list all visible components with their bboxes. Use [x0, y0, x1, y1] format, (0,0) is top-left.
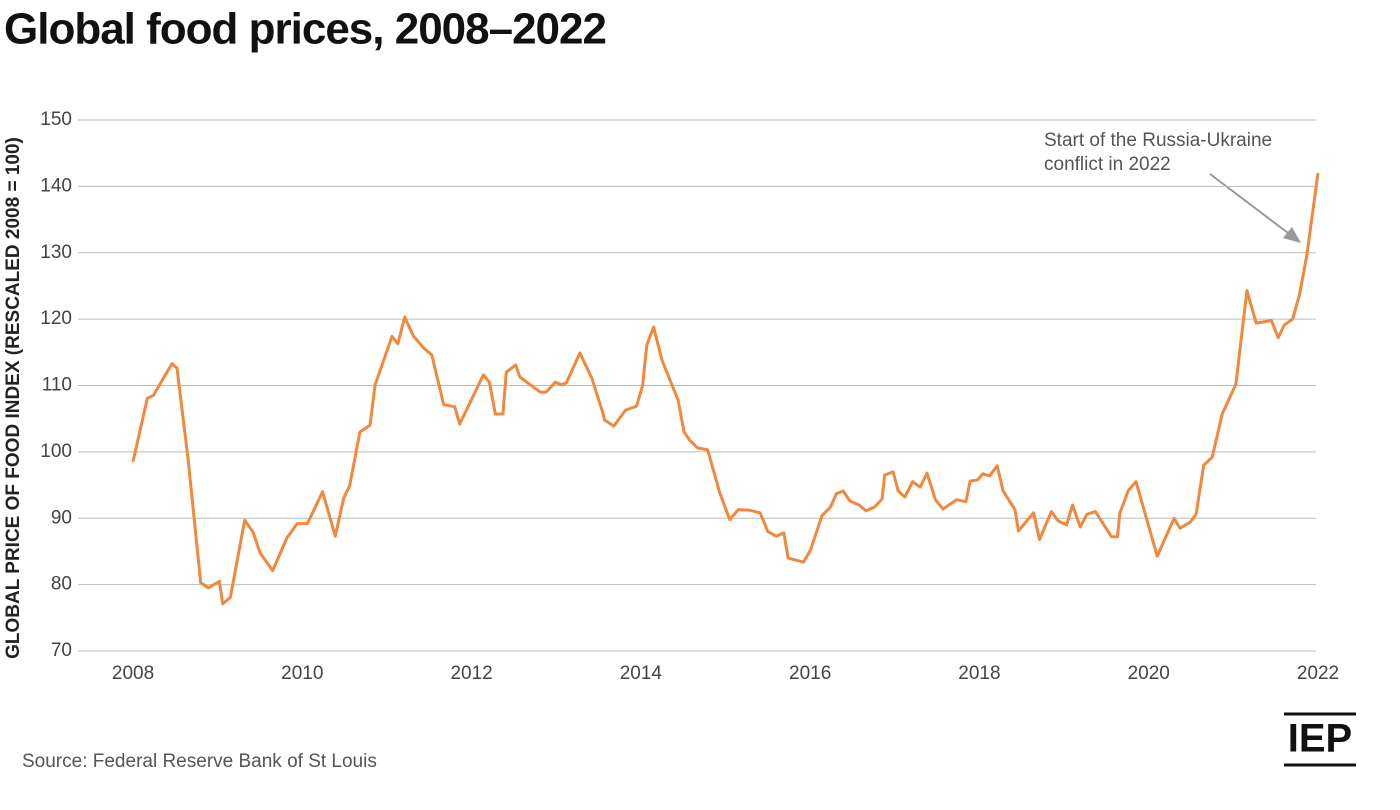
- y-tick-label: 120: [40, 308, 72, 329]
- chart-title: Global food prices, 2008–2022: [4, 5, 606, 54]
- annotation-arrow: [1209, 173, 1293, 237]
- y-tick-label: 110: [42, 375, 72, 396]
- y-tick-label: 130: [40, 242, 72, 263]
- y-tick-label: 70: [51, 640, 72, 661]
- annotation-arrowhead: [1283, 227, 1301, 243]
- source: Source: Federal Reserve Bank of St Louis: [22, 751, 377, 772]
- x-tick-label: 2022: [1297, 663, 1339, 684]
- y-tick-label: 140: [40, 175, 72, 196]
- y-tick-label: 150: [40, 109, 72, 130]
- grid: 70 80 90 100 110 120 130 140 150 2008 2010 2012 2014…: [40, 109, 1339, 684]
- x-tick-label: 2020: [1128, 663, 1170, 684]
- x-tick-label: 2010: [281, 663, 323, 684]
- annotation: Start of the Russia-Ukraine conflict in 2…: [1044, 130, 1272, 175]
- y-tick-label: 80: [51, 574, 72, 595]
- y-tick-label: 90: [51, 507, 72, 528]
- x-tick-label: 2014: [620, 663, 663, 684]
- y-tick-label: 100: [40, 441, 72, 462]
- y-axis-title: GLOBAL PRICE OF FOOD INDEX (RESCALED 200…: [3, 137, 24, 659]
- plot: [131, 172, 1320, 606]
- x-tick-label: 2016: [789, 663, 831, 684]
- x-tick-label: 2008: [112, 663, 154, 684]
- annotation-text: Start of the Russia-Ukraine conflict in 2…: [1044, 130, 1272, 175]
- data-line: [131, 172, 1320, 606]
- x-tick-label: 2018: [958, 663, 1000, 684]
- x-tick-label: 2012: [450, 663, 492, 684]
- logo: IEP: [1288, 717, 1352, 761]
